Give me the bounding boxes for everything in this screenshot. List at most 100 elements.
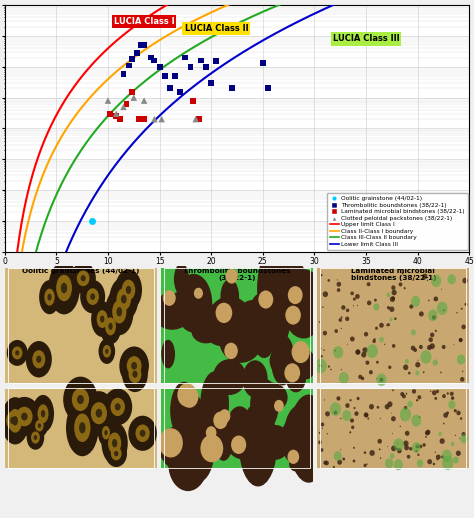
Ellipse shape (390, 453, 394, 459)
Ellipse shape (456, 451, 461, 456)
Ellipse shape (289, 457, 302, 471)
Point (104, 96, 112, 105)
Ellipse shape (91, 301, 113, 337)
Point (156, 63, 164, 71)
Ellipse shape (425, 436, 427, 438)
Ellipse shape (292, 341, 310, 363)
Ellipse shape (350, 419, 354, 423)
Ellipse shape (400, 408, 411, 422)
Ellipse shape (365, 413, 368, 417)
Point (151, 115, 158, 123)
Ellipse shape (328, 279, 330, 282)
Ellipse shape (387, 401, 392, 407)
Ellipse shape (415, 450, 418, 452)
Ellipse shape (425, 430, 429, 436)
Ellipse shape (407, 401, 413, 408)
Ellipse shape (284, 363, 300, 382)
Ellipse shape (431, 275, 441, 287)
Ellipse shape (350, 337, 355, 341)
Ellipse shape (176, 284, 203, 319)
Ellipse shape (335, 329, 338, 333)
Ellipse shape (281, 414, 320, 466)
Ellipse shape (31, 414, 48, 437)
Ellipse shape (387, 446, 388, 447)
Ellipse shape (345, 403, 350, 408)
Ellipse shape (322, 427, 323, 429)
Ellipse shape (191, 319, 220, 343)
Ellipse shape (356, 397, 360, 400)
Ellipse shape (320, 348, 321, 349)
Point (137, 41, 145, 49)
Ellipse shape (47, 294, 52, 300)
Ellipse shape (423, 371, 425, 373)
Ellipse shape (434, 296, 438, 301)
Ellipse shape (432, 315, 436, 320)
Ellipse shape (323, 291, 328, 297)
Point (171, 72, 179, 80)
Ellipse shape (16, 407, 33, 426)
Ellipse shape (254, 323, 281, 351)
Ellipse shape (440, 371, 442, 373)
Point (133, 49, 141, 57)
Ellipse shape (282, 269, 326, 338)
Ellipse shape (367, 418, 369, 420)
Ellipse shape (12, 416, 18, 426)
Ellipse shape (462, 278, 468, 283)
Ellipse shape (443, 412, 448, 418)
Ellipse shape (131, 362, 137, 370)
Ellipse shape (433, 359, 438, 366)
Ellipse shape (364, 332, 368, 337)
Ellipse shape (79, 422, 86, 434)
Ellipse shape (396, 448, 398, 450)
Ellipse shape (330, 369, 332, 370)
Ellipse shape (250, 379, 279, 431)
Point (106, 109, 114, 118)
Ellipse shape (340, 316, 343, 319)
Ellipse shape (430, 333, 434, 337)
Ellipse shape (433, 463, 435, 465)
Ellipse shape (354, 407, 356, 409)
Ellipse shape (328, 365, 330, 368)
Ellipse shape (201, 435, 223, 462)
Ellipse shape (247, 410, 264, 437)
Ellipse shape (429, 343, 435, 349)
Ellipse shape (391, 412, 392, 413)
Ellipse shape (353, 305, 354, 307)
Ellipse shape (333, 346, 343, 358)
Ellipse shape (219, 409, 230, 423)
Ellipse shape (127, 356, 142, 376)
Ellipse shape (31, 431, 40, 443)
Ellipse shape (364, 464, 367, 467)
Ellipse shape (340, 449, 341, 451)
Ellipse shape (418, 395, 421, 399)
Ellipse shape (413, 348, 417, 352)
Ellipse shape (34, 435, 37, 440)
Ellipse shape (420, 350, 431, 364)
Ellipse shape (181, 394, 204, 434)
Bar (8, 388, 154, 468)
Point (128, 88, 136, 96)
Point (128, 55, 136, 63)
Ellipse shape (427, 280, 428, 281)
Ellipse shape (436, 454, 441, 459)
Ellipse shape (427, 459, 432, 464)
Ellipse shape (320, 274, 323, 276)
Ellipse shape (391, 285, 396, 290)
Ellipse shape (407, 455, 410, 458)
Ellipse shape (262, 425, 290, 460)
Ellipse shape (90, 293, 95, 300)
Ellipse shape (419, 311, 424, 316)
Ellipse shape (209, 412, 230, 437)
Ellipse shape (325, 461, 329, 465)
Ellipse shape (338, 318, 342, 322)
Ellipse shape (422, 274, 428, 279)
Ellipse shape (201, 371, 229, 436)
Ellipse shape (404, 406, 408, 410)
Ellipse shape (402, 394, 406, 398)
Ellipse shape (415, 362, 420, 368)
Ellipse shape (257, 242, 301, 335)
Ellipse shape (411, 346, 415, 351)
Ellipse shape (363, 347, 368, 353)
Ellipse shape (341, 369, 342, 370)
Ellipse shape (375, 327, 378, 330)
